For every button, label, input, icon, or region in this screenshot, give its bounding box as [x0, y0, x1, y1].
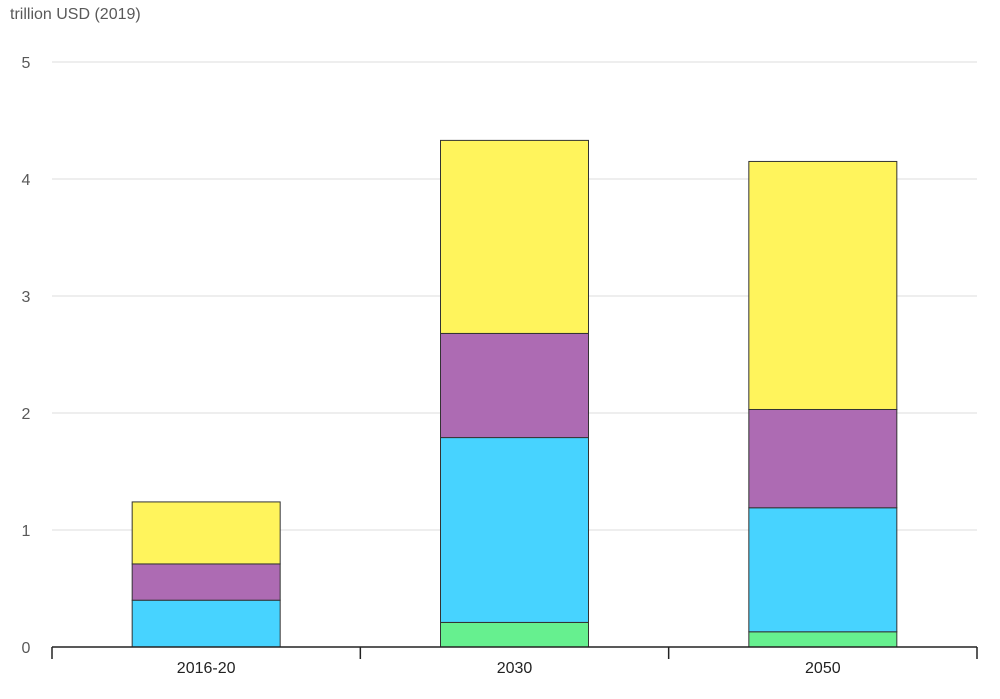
y-tick-label-5: 5 — [22, 55, 31, 72]
bar-segment-2016-20-s2 — [131, 599, 281, 648]
bar-segment-2050-s1 — [748, 631, 898, 648]
bar-segment-2030-s1 — [440, 621, 589, 648]
bar-segment-2016-20-s4 — [131, 501, 281, 565]
bar-segment-2050-s3 — [748, 408, 898, 509]
x-tick-label-2016-20: 2016-20 — [177, 660, 236, 677]
x-tick-label-2050: 2050 — [805, 660, 841, 677]
y-tick-label-4: 4 — [22, 172, 31, 189]
x-tick-label-2030: 2030 — [497, 660, 533, 677]
y-tick-label-3: 3 — [22, 289, 31, 306]
bar-segment-2030-s4 — [440, 139, 589, 334]
bar-segment-2016-20-s3 — [131, 563, 281, 601]
y-tick-label-0: 0 — [22, 640, 31, 657]
bar-segment-2050-s4 — [748, 160, 898, 410]
y-axis-unit-label: trillion USD (2019) — [10, 6, 141, 23]
y-tick-label-1: 1 — [22, 523, 31, 540]
y-tick-label-2: 2 — [22, 406, 31, 423]
bar-segment-2030-s3 — [440, 332, 589, 439]
bar-segment-2050-s2 — [748, 507, 898, 633]
bar-segment-2030-s2 — [440, 437, 589, 623]
